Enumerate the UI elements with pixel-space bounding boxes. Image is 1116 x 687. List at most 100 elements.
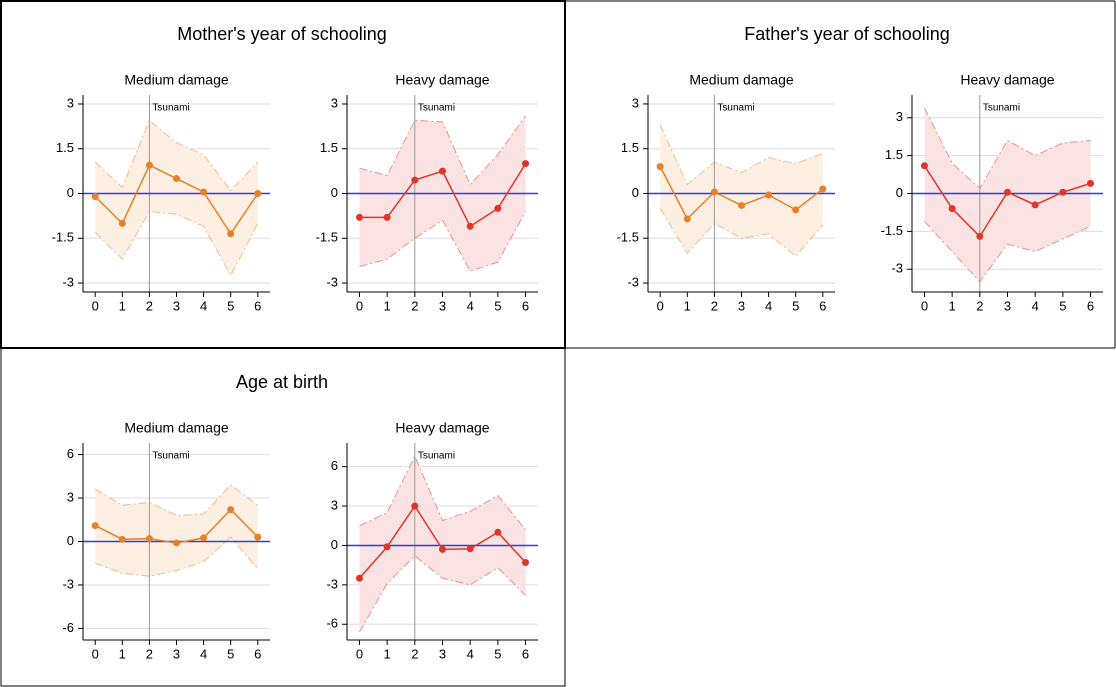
subplot-title: Medium damage <box>124 420 228 436</box>
y-tick-label: 0 <box>67 533 74 548</box>
point <box>411 176 419 184</box>
x-tick-label: 4 <box>200 298 207 313</box>
x-tick-label: 6 <box>1087 298 1094 313</box>
y-tick-label: -1.5 <box>52 230 74 245</box>
subplot-title: Heavy damage <box>960 72 1054 88</box>
y-tick-label: 1.5 <box>621 140 639 155</box>
y-tick-label: 3 <box>331 95 338 110</box>
ci-lower <box>359 555 526 633</box>
ci-lower <box>659 208 824 257</box>
point <box>200 188 208 196</box>
point <box>494 204 502 212</box>
panel-title: Age at birth <box>236 372 328 392</box>
y-tick-label: -3 <box>627 274 639 289</box>
x-tick-label: 6 <box>522 646 529 661</box>
y-tick-label: 1.5 <box>56 140 74 155</box>
ci-upper <box>359 454 526 530</box>
point <box>254 533 262 541</box>
x-tick-label: 2 <box>976 298 983 313</box>
point <box>1031 201 1039 209</box>
annotation: Tsunami <box>717 103 754 114</box>
subplot-title: Medium damage <box>124 72 228 88</box>
ci-upper <box>94 484 259 516</box>
y-tick-label: 3 <box>632 95 639 110</box>
x-tick-label: 4 <box>467 298 474 313</box>
point <box>522 160 530 168</box>
x-tick-label: 0 <box>92 646 99 661</box>
y-tick-label: 0 <box>632 185 639 200</box>
y-tick-label: -6 <box>62 620 74 635</box>
point <box>227 230 235 238</box>
point <box>118 535 126 543</box>
point <box>200 534 208 542</box>
x-tick-label: 3 <box>173 646 180 661</box>
x-tick-label: 1 <box>684 298 691 313</box>
annotation: Tsunami <box>983 103 1020 114</box>
x-tick-label: 2 <box>411 646 418 661</box>
x-tick-label: 4 <box>467 646 474 661</box>
x-tick-label: 0 <box>657 298 664 313</box>
point <box>227 506 235 514</box>
y-tick-label: 0 <box>896 185 903 200</box>
annotation: Tsunami <box>418 451 455 462</box>
point <box>91 192 99 200</box>
x-tick-label: 5 <box>494 298 501 313</box>
x-tick-label: 1 <box>384 646 391 661</box>
point <box>439 167 446 175</box>
x-tick-label: 0 <box>921 298 928 313</box>
confidence-band <box>359 456 526 633</box>
confidence-band <box>660 124 823 257</box>
point <box>976 232 984 240</box>
subplot-title: Heavy damage <box>395 72 489 88</box>
annotation: Tsunami <box>152 451 189 462</box>
x-tick-label: 3 <box>173 298 180 313</box>
point <box>738 201 745 209</box>
x-tick-label: 3 <box>439 298 446 313</box>
annotation: Tsunami <box>152 103 189 114</box>
point <box>411 502 419 510</box>
point <box>683 215 691 223</box>
point <box>522 559 530 567</box>
x-tick-label: 0 <box>92 298 99 313</box>
point <box>656 163 664 171</box>
x-tick-label: 3 <box>439 646 446 661</box>
point <box>466 545 474 553</box>
x-tick-label: 4 <box>200 646 207 661</box>
x-tick-label: 4 <box>765 298 772 313</box>
ci-lower <box>95 536 259 577</box>
point <box>145 161 153 169</box>
x-tick-label: 6 <box>254 298 261 313</box>
point <box>1087 179 1095 187</box>
point <box>819 185 827 193</box>
y-tick-label: 6 <box>67 446 74 461</box>
x-tick-label: 5 <box>494 646 501 661</box>
point <box>118 219 126 227</box>
x-tick-label: 2 <box>411 298 418 313</box>
x-tick-label: 1 <box>119 646 126 661</box>
x-tick-label: 1 <box>119 298 126 313</box>
point <box>145 535 153 543</box>
x-tick-label: 5 <box>227 298 234 313</box>
x-tick-label: 0 <box>356 298 363 313</box>
y-tick-label: -3 <box>326 576 338 591</box>
y-tick-label: -1.5 <box>316 230 338 245</box>
point <box>920 162 928 170</box>
point <box>173 175 180 183</box>
x-tick-label: 1 <box>384 298 391 313</box>
x-tick-label: 5 <box>1059 298 1066 313</box>
point <box>383 213 391 221</box>
point <box>765 191 773 199</box>
point <box>355 574 363 582</box>
y-tick-label: -3 <box>326 274 338 289</box>
x-tick-label: 5 <box>227 646 234 661</box>
y-tick-label: 3 <box>896 109 903 124</box>
x-tick-label: 3 <box>1004 298 1011 313</box>
x-tick-label: 3 <box>738 298 745 313</box>
point <box>91 522 99 530</box>
ci-lower <box>924 220 1091 283</box>
confidence-band <box>95 485 258 577</box>
point <box>173 539 180 547</box>
x-tick-label: 2 <box>146 646 153 661</box>
point <box>439 545 446 553</box>
